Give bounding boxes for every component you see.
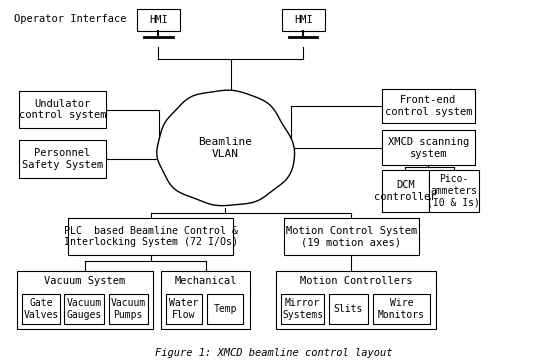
Text: Beamline
VLAN: Beamline VLAN [198, 138, 252, 159]
Text: Vacuum System: Vacuum System [44, 276, 126, 286]
Text: Motion Control System
(19 motion axes): Motion Control System (19 motion axes) [286, 226, 417, 247]
Text: Front-end
control system: Front-end control system [385, 95, 472, 117]
Bar [108, 294, 148, 324]
Polygon shape [157, 90, 294, 206]
Bar [276, 271, 436, 329]
Text: Undulator
control system: Undulator control system [19, 99, 106, 120]
Bar [329, 294, 368, 324]
Text: Operator Interface: Operator Interface [14, 14, 127, 24]
Text: Water
Flow: Water Flow [169, 298, 199, 320]
Bar [162, 271, 250, 329]
Text: Vacuum
Pumps: Vacuum Pumps [110, 298, 146, 320]
Text: Gate
Valves: Gate Valves [23, 298, 59, 320]
Text: HMI: HMI [294, 15, 313, 25]
Text: Personnel
Safety System: Personnel Safety System [22, 148, 103, 170]
Bar [22, 294, 59, 324]
Text: PLC  based Beamline Control &
Interlocking System (72 I/Os): PLC based Beamline Control & Interlockin… [64, 226, 238, 247]
Bar [208, 294, 243, 324]
Bar [282, 9, 325, 31]
Text: Vacuum
Gauges: Vacuum Gauges [66, 298, 102, 320]
Bar [137, 9, 180, 31]
Bar [382, 130, 475, 165]
Text: Wire
Monitors: Wire Monitors [378, 298, 425, 320]
Bar [19, 91, 106, 129]
Text: Motion Controllers: Motion Controllers [300, 276, 412, 286]
Bar [65, 294, 103, 324]
Bar [68, 218, 233, 256]
Text: Mirror
Systems: Mirror Systems [282, 298, 323, 320]
Bar [167, 294, 202, 324]
Text: XMCD scanning
system: XMCD scanning system [388, 137, 469, 159]
Bar [429, 170, 479, 212]
Text: Pico-
ammeters
(I0 & Is): Pico- ammeters (I0 & Is) [427, 174, 480, 207]
Bar [382, 89, 475, 123]
Text: Slits: Slits [334, 304, 363, 314]
Bar [382, 170, 429, 212]
Text: Figure 1: XMCD beamline control layout: Figure 1: XMCD beamline control layout [155, 348, 393, 358]
Bar [17, 271, 153, 329]
Text: HMI: HMI [149, 15, 168, 25]
Bar [281, 294, 324, 324]
Bar [19, 140, 106, 178]
Bar [373, 294, 430, 324]
Text: Mechanical: Mechanical [174, 276, 237, 286]
Text: Temp: Temp [213, 304, 237, 314]
Text: DCM
controller: DCM controller [374, 180, 437, 202]
Bar [284, 218, 419, 256]
